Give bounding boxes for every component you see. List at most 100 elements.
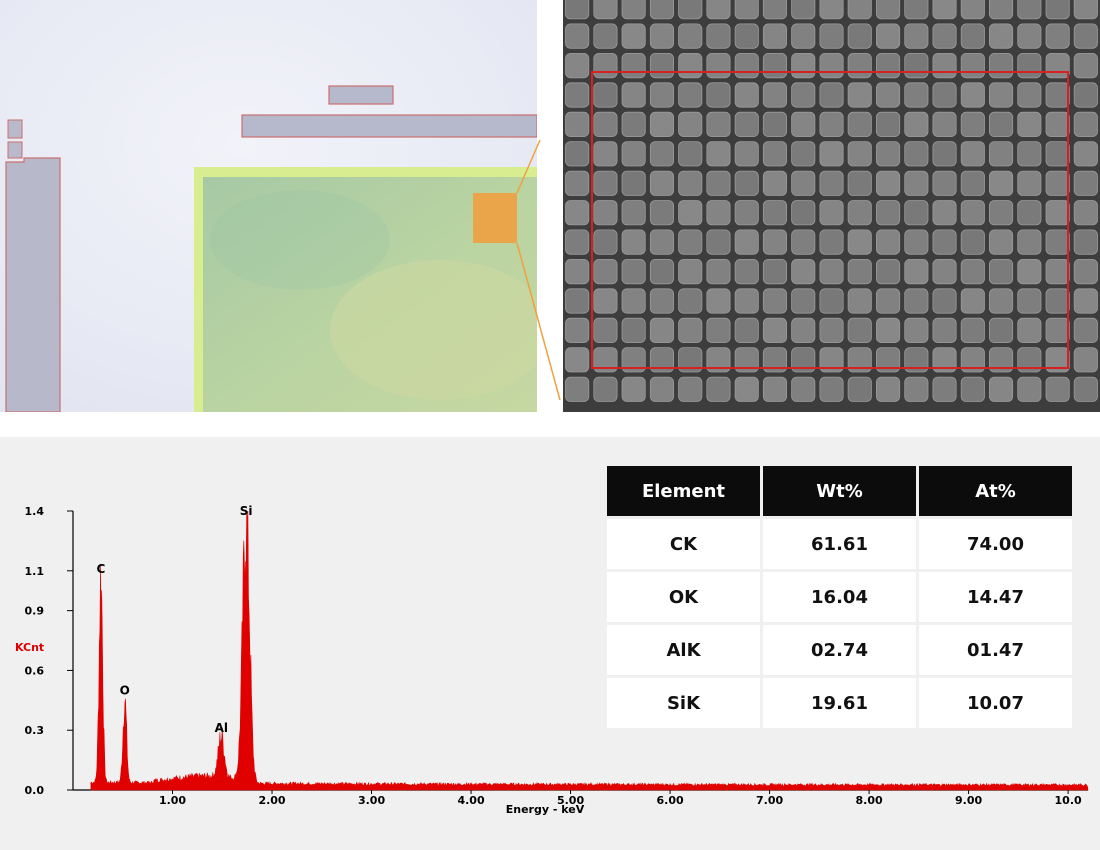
sem-cell (734, 141, 759, 167)
sem-cell (904, 53, 929, 79)
sem-cell (1073, 23, 1098, 49)
sem-cell (1073, 376, 1098, 402)
table-row: AlK 02.74 01.47 (607, 625, 1072, 675)
sem-cell (1045, 258, 1070, 285)
sem-cell (1073, 317, 1098, 344)
sem-cell (960, 347, 985, 373)
sem-cell (819, 376, 844, 402)
table-header-row: Element Wt% At% (607, 466, 1072, 516)
sem-cell (1073, 111, 1098, 137)
sem-cell (706, 347, 731, 373)
sem-cell (847, 141, 872, 167)
sem-cell (621, 347, 646, 373)
sem-cell (819, 82, 844, 108)
sem-cell (621, 288, 646, 314)
sem-cell (1073, 53, 1098, 79)
sem-cell (621, 0, 646, 20)
sem-cell (904, 229, 929, 255)
sem-cell (904, 141, 929, 167)
sem-cell (649, 23, 675, 49)
sem-cell (734, 288, 759, 314)
sem-cell (932, 23, 957, 49)
sem-cell (791, 347, 816, 373)
y-tick-label: 1.4 (25, 505, 45, 518)
cell-element: AlK (607, 625, 760, 675)
sem-cell (762, 82, 788, 108)
sem-cell (791, 170, 816, 196)
sem-cell (593, 170, 618, 196)
sem-cell (593, 376, 618, 402)
sem-cell (734, 23, 759, 49)
sem-cell (988, 347, 1014, 373)
sem-cell (960, 111, 985, 137)
sem-cell (1073, 200, 1098, 226)
sem-cell (1073, 229, 1098, 255)
sem-cell (565, 111, 590, 137)
sem-cell (649, 141, 675, 167)
sem-cell (678, 170, 703, 196)
sem-cell (565, 288, 590, 314)
sem-cell (621, 82, 646, 108)
sem-cell (621, 229, 646, 255)
sem-cell (621, 200, 646, 226)
sem-cell (1017, 53, 1042, 79)
sem-cell (988, 200, 1014, 226)
sem-cell (791, 141, 816, 167)
sem-cell (762, 347, 788, 373)
sem-cell (847, 229, 872, 255)
sem-cell (706, 200, 731, 226)
sem-cell (904, 0, 929, 20)
sem-cell (678, 288, 703, 314)
sem-cell (1017, 170, 1042, 196)
sem-cell (565, 23, 590, 49)
sem-cell (1073, 288, 1098, 314)
sem-cell (565, 347, 590, 373)
sem-cell (593, 0, 618, 20)
sem-cell (932, 288, 957, 314)
sem-cell (678, 23, 703, 49)
x-tick-label: 2.00 (258, 794, 285, 807)
sem-cell (593, 111, 618, 137)
sem-cell (734, 111, 759, 137)
sem-cell (932, 317, 957, 344)
sem-cell (932, 200, 957, 226)
sem-cell (819, 347, 844, 373)
sem-cell (565, 141, 590, 167)
sem-cell (847, 258, 872, 285)
sem-cell (904, 376, 929, 402)
sem-cell (791, 200, 816, 226)
sem-cell (960, 53, 985, 79)
sem-cell (1017, 376, 1042, 402)
cell-at: 74.00 (919, 519, 1072, 569)
sem-cell (649, 288, 675, 314)
cell-at: 14.47 (919, 572, 1072, 622)
sem-cell (762, 0, 787, 20)
sem-cell (1073, 170, 1098, 196)
sem-cell (960, 229, 985, 255)
sem-cell (678, 53, 703, 79)
sem-cell (762, 141, 788, 167)
sem-cell (791, 23, 816, 49)
sem-cell (847, 288, 872, 314)
cell-wt: 19.61 (763, 678, 916, 728)
sem-cell (565, 200, 590, 226)
sem-cell (904, 170, 929, 196)
sem-cell (1045, 347, 1070, 373)
sem-cell (819, 200, 844, 226)
sem-cell (791, 229, 816, 255)
sem-cell (875, 200, 901, 226)
sem-cell (649, 229, 675, 255)
sem-cell (988, 376, 1014, 402)
column-header-at: At% (919, 466, 1072, 516)
sem-cell (762, 229, 788, 255)
sem-cell (791, 53, 816, 79)
sem-cell (960, 82, 985, 108)
highlight-box (591, 71, 1069, 369)
sem-cell (621, 53, 646, 79)
sem-cell (1017, 200, 1042, 226)
sem-cell (649, 317, 675, 344)
sem-cell (904, 288, 929, 314)
sem-cell (932, 258, 957, 285)
edx-spectrum-chart: 0.0 0.3 0.6 0.9 1.1 1.4 1.00 2.00 3.00 4.00 5.00 6… (15, 504, 1089, 816)
sem-cell (875, 229, 901, 255)
